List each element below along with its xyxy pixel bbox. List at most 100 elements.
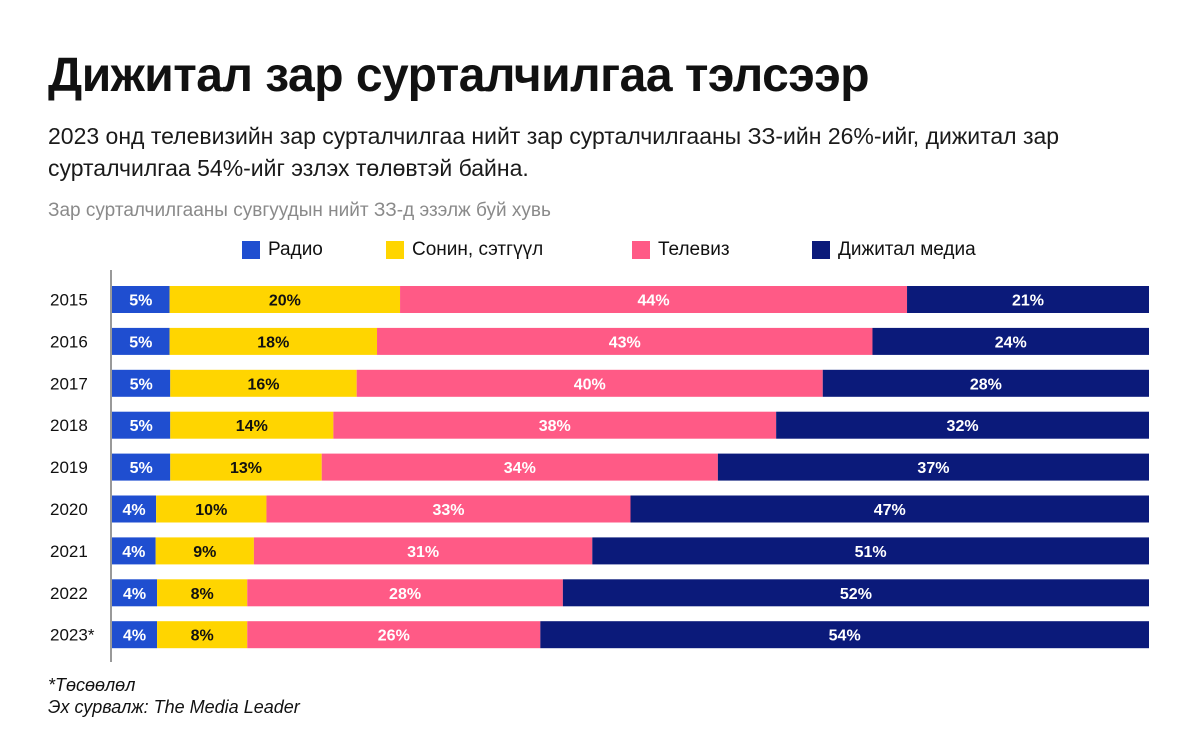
bar-segment-print — [170, 369, 357, 397]
bar-segment-radio — [112, 579, 158, 607]
bar-segment-tv — [247, 621, 541, 649]
data-label: 5% — [130, 418, 153, 435]
bar-segment-tv — [400, 286, 908, 313]
bar-segment-radio — [112, 411, 171, 439]
data-label: 8% — [191, 628, 214, 645]
chart-subtitle: 2023 онд телевизийн зар сурталчилгаа ний… — [48, 123, 1060, 181]
data-label: 5% — [130, 376, 153, 393]
bar-segment-tv — [266, 495, 631, 523]
legend-item-print: Сонин, сэтгүүл — [386, 238, 543, 262]
y-tick-label: 2022 — [50, 584, 88, 603]
data-label: 5% — [129, 334, 152, 351]
bar-segment-radio — [112, 286, 170, 313]
bar-segment-tv — [356, 369, 823, 397]
chart-title: Дижитал зар сурталчилгаа тэлсээр — [48, 49, 870, 102]
bar-segment-digital — [630, 495, 1149, 523]
data-label: 4% — [122, 544, 145, 561]
legend-swatch-print — [386, 241, 404, 259]
legend-item-radio: Радио — [242, 238, 323, 262]
data-label: 14% — [236, 418, 268, 435]
bar-segment-print — [170, 453, 322, 481]
data-label: 38% — [539, 418, 571, 435]
y-tick-label: 2023* — [50, 626, 95, 645]
legend-label-digital: Дижитал медиа — [838, 239, 976, 260]
data-label: 5% — [130, 460, 153, 477]
legend-item-tv: Телевиз — [632, 238, 730, 262]
data-label: 4% — [123, 586, 146, 603]
data-label: 9% — [193, 544, 216, 561]
legend-swatch-radio — [242, 241, 260, 259]
bar-segment-digital — [872, 327, 1149, 355]
data-label: 28% — [389, 586, 421, 603]
bar-segment-print — [157, 579, 248, 607]
data-label: 24% — [995, 334, 1027, 351]
data-label: 28% — [970, 376, 1002, 393]
bar-segment-tv — [247, 579, 563, 607]
bar-segment-radio — [112, 453, 171, 481]
bar-segment-tv — [377, 327, 873, 355]
y-tick-label: 2020 — [50, 500, 88, 519]
data-label: 52% — [840, 586, 872, 603]
legend-swatch-digital — [812, 241, 830, 259]
bar-segment-print — [155, 537, 254, 565]
legend-label-tv: Телевиз — [658, 239, 730, 260]
bar-segment-print — [169, 327, 378, 355]
bar-segment-digital — [562, 579, 1149, 607]
data-label: 16% — [247, 376, 279, 393]
bar-segment-tv — [253, 537, 593, 565]
data-label: 44% — [638, 293, 670, 310]
data-label: 34% — [504, 460, 536, 477]
data-label: 8% — [191, 586, 214, 603]
data-label: 32% — [947, 418, 979, 435]
data-label: 47% — [874, 502, 906, 519]
y-tick-label: 2021 — [50, 542, 88, 561]
footnote-estimate: *Төсөөлөл — [48, 675, 136, 695]
y-tick-label: 2019 — [50, 458, 88, 477]
chart-note: Зар сурталчилгааны сувгуудын нийт ЗЗ-д э… — [48, 200, 551, 221]
bar-segment-digital — [540, 621, 1149, 649]
bar-segment-radio — [112, 327, 170, 355]
data-label: 54% — [829, 628, 861, 645]
legend-swatch-tv — [632, 241, 650, 259]
bar-segment-radio — [112, 621, 158, 649]
data-label: 37% — [917, 460, 949, 477]
data-label: 51% — [855, 544, 887, 561]
legend: Радио Сонин, сэтгүүл Телевиз Дижитал мед… — [0, 238, 1200, 262]
bar-segment-print — [170, 411, 334, 439]
bar-segment-digital — [907, 286, 1149, 313]
bar-segment-digital — [717, 453, 1149, 481]
legend-label-radio: Радио — [268, 239, 323, 260]
bar-segment-digital — [822, 369, 1149, 397]
y-tick-label: 2016 — [50, 332, 88, 351]
data-label: 18% — [257, 334, 289, 351]
data-label: 4% — [123, 628, 146, 645]
bar-segment-radio — [112, 537, 156, 565]
data-label: 31% — [407, 544, 439, 561]
data-label: 20% — [269, 293, 301, 310]
bar-segment-digital — [592, 537, 1149, 565]
bar-segment-radio — [112, 495, 157, 523]
data-label: 5% — [129, 293, 152, 310]
bar-segment-print — [157, 621, 248, 649]
data-label: 26% — [378, 628, 410, 645]
y-tick-label: 2017 — [50, 374, 88, 393]
stacked-bar-chart: 2015 5% 20% 44% 21% 2016 5% 18% 43% 24% 2017 5% 16% 4… — [50, 270, 1149, 662]
bar-segment-tv — [333, 411, 777, 439]
bar-segment-radio — [112, 369, 171, 397]
data-label: 13% — [230, 460, 262, 477]
y-tick-label: 2015 — [50, 291, 88, 310]
footnotes: *Төсөөлөл Эх сурвалж: The Media Leader — [48, 674, 300, 718]
data-label: 33% — [432, 502, 464, 519]
data-label: 4% — [123, 502, 146, 519]
legend-item-digital: Дижитал медиа — [812, 238, 976, 262]
footnote-source: Эх сурвалж: The Media Leader — [48, 697, 300, 717]
bar-segment-digital — [776, 411, 1149, 439]
data-label: 21% — [1012, 293, 1044, 310]
legend-label-print: Сонин, сэтгүүл — [412, 239, 544, 260]
bar-segment-tv — [321, 453, 718, 481]
data-label: 43% — [609, 334, 641, 351]
bar-segment-print — [156, 495, 267, 523]
bar-segment-print — [169, 286, 401, 313]
y-tick-label: 2018 — [50, 416, 88, 435]
data-label: 40% — [574, 376, 606, 393]
